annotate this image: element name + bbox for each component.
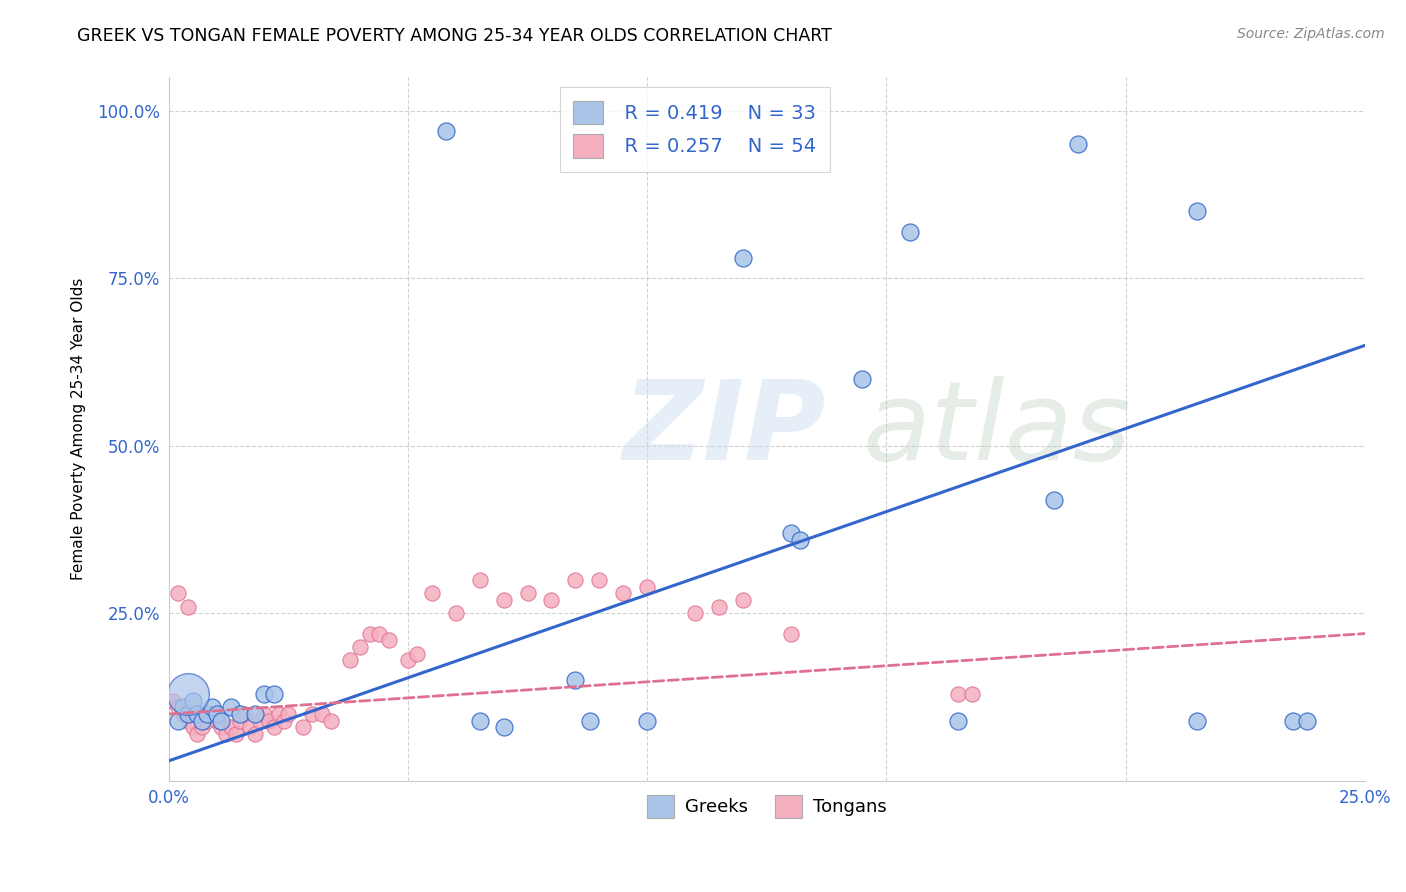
Point xyxy=(368,626,391,640)
Point xyxy=(243,706,266,721)
Point xyxy=(1187,714,1209,728)
Point xyxy=(181,720,204,734)
Point xyxy=(209,720,232,734)
Point xyxy=(167,586,190,600)
Point xyxy=(277,706,299,721)
Point xyxy=(946,714,969,728)
Point xyxy=(636,580,658,594)
Point xyxy=(492,593,515,607)
Point xyxy=(636,714,658,728)
Text: GREEK VS TONGAN FEMALE POVERTY AMONG 25-34 YEAR OLDS CORRELATION CHART: GREEK VS TONGAN FEMALE POVERTY AMONG 25-… xyxy=(77,27,832,45)
Point xyxy=(249,714,271,728)
Point xyxy=(444,607,467,621)
Point xyxy=(468,714,491,728)
Point xyxy=(177,599,200,614)
Point xyxy=(257,714,280,728)
Point xyxy=(946,687,969,701)
Point xyxy=(201,700,224,714)
Point xyxy=(1042,492,1064,507)
Point xyxy=(177,714,200,728)
Point xyxy=(263,687,285,701)
Point xyxy=(181,693,204,707)
Point xyxy=(291,720,314,734)
Point xyxy=(779,526,801,541)
Point xyxy=(588,573,610,587)
Point xyxy=(191,714,214,728)
Point xyxy=(406,647,429,661)
Point xyxy=(731,252,754,266)
Point xyxy=(219,700,242,714)
Point xyxy=(378,633,401,648)
Point xyxy=(789,533,811,547)
Point xyxy=(167,700,190,714)
Point xyxy=(209,714,232,728)
Point xyxy=(396,653,419,667)
Point xyxy=(215,727,238,741)
Point xyxy=(186,706,208,721)
Point xyxy=(359,626,381,640)
Point xyxy=(564,573,586,587)
Point xyxy=(420,586,443,600)
Point xyxy=(186,727,208,741)
Point xyxy=(205,706,228,721)
Point xyxy=(683,607,706,621)
Point xyxy=(612,586,634,600)
Point xyxy=(578,714,600,728)
Point xyxy=(779,626,801,640)
Point xyxy=(301,706,323,721)
Point xyxy=(205,714,228,728)
Point xyxy=(468,573,491,587)
Point xyxy=(229,714,252,728)
Point xyxy=(195,714,218,728)
Point xyxy=(321,714,343,728)
Point xyxy=(167,714,190,728)
Point xyxy=(225,727,247,741)
Point xyxy=(162,693,184,707)
Point xyxy=(339,653,361,667)
Point xyxy=(253,687,276,701)
Legend: Greeks, Tongans: Greeks, Tongans xyxy=(640,789,894,825)
Point xyxy=(177,687,200,701)
Point xyxy=(219,720,242,734)
Point xyxy=(172,700,194,714)
Point xyxy=(229,706,252,721)
Point xyxy=(273,714,295,728)
Point xyxy=(1282,714,1305,728)
Point xyxy=(177,706,200,721)
Point xyxy=(516,586,538,600)
Point xyxy=(962,687,984,701)
Point xyxy=(564,673,586,688)
Point xyxy=(191,720,214,734)
Text: ZIP: ZIP xyxy=(623,376,827,483)
Point xyxy=(434,124,457,138)
Point xyxy=(898,225,921,239)
Point xyxy=(1296,714,1319,728)
Point xyxy=(201,706,224,721)
Point xyxy=(267,706,290,721)
Point xyxy=(707,599,730,614)
Point xyxy=(492,720,515,734)
Point xyxy=(1066,137,1088,152)
Text: atlas: atlas xyxy=(862,376,1130,483)
Point xyxy=(253,706,276,721)
Point xyxy=(851,372,873,386)
Point xyxy=(233,706,256,721)
Point xyxy=(540,593,562,607)
Point xyxy=(243,727,266,741)
Text: Source: ZipAtlas.com: Source: ZipAtlas.com xyxy=(1237,27,1385,41)
Point xyxy=(1187,204,1209,219)
Point xyxy=(239,720,262,734)
Point xyxy=(311,706,333,721)
Point xyxy=(172,706,194,721)
Point xyxy=(731,593,754,607)
Point xyxy=(349,640,371,654)
Point xyxy=(195,706,218,721)
Point xyxy=(263,720,285,734)
Y-axis label: Female Poverty Among 25-34 Year Olds: Female Poverty Among 25-34 Year Olds xyxy=(72,278,86,581)
